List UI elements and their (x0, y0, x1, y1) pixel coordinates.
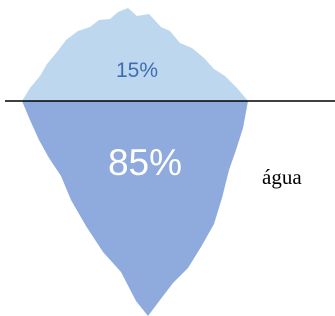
iceberg-diagram: 15% 85% água (0, 0, 335, 316)
iceberg-submerged (22, 101, 248, 316)
page: {"iceberg": {"above_label": "15%", "belo… (0, 0, 335, 316)
below-label: 85% (108, 142, 182, 183)
water-label: água (262, 165, 302, 189)
iceberg-tip (22, 8, 248, 101)
above-label: 15% (116, 59, 158, 82)
